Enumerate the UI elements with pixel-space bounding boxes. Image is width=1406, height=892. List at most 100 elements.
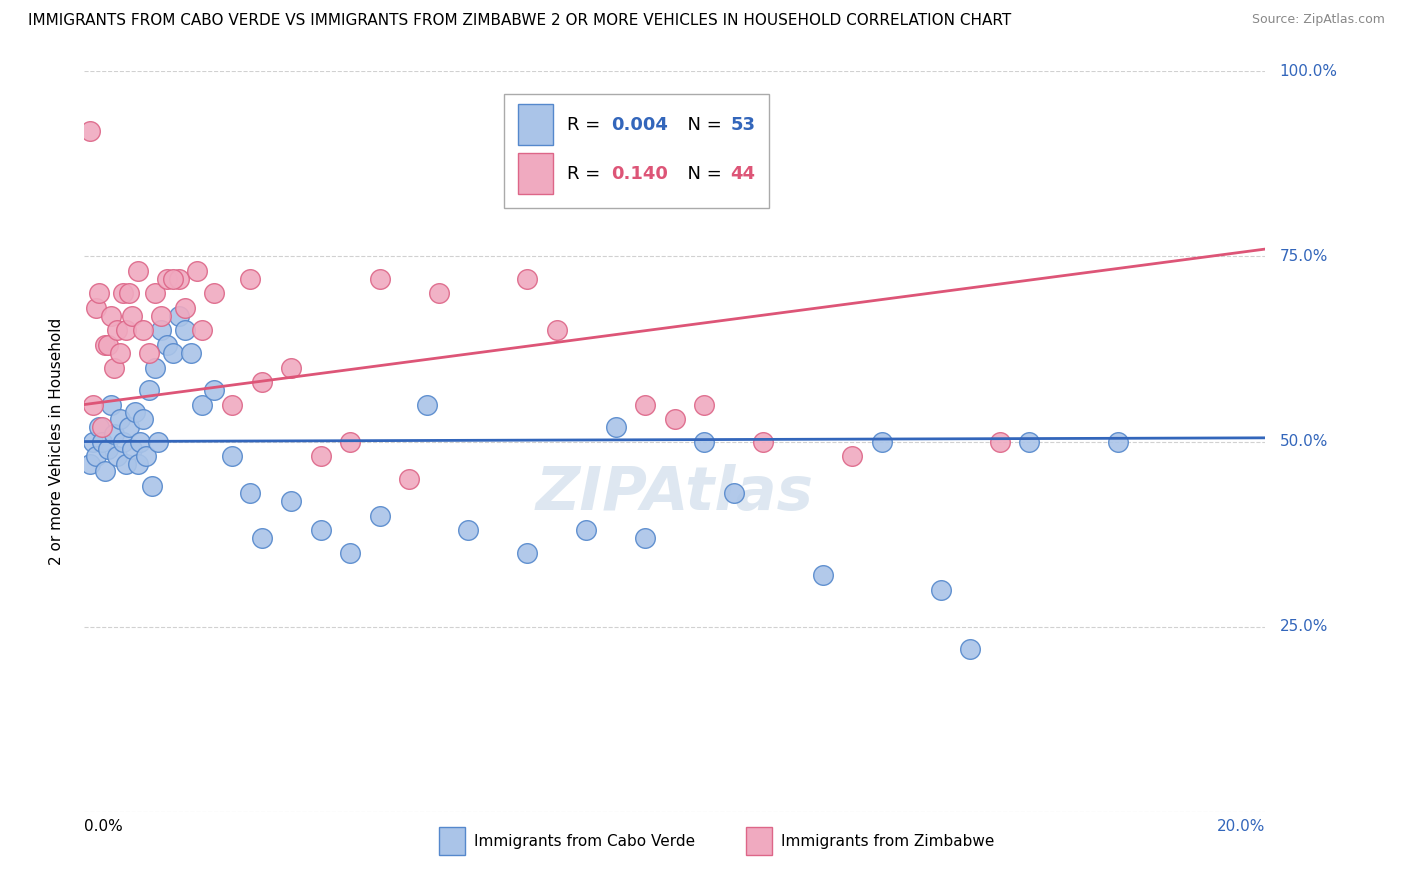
Point bbox=[250, 376, 273, 390]
Point bbox=[339, 546, 361, 560]
Point bbox=[148, 434, 170, 449]
Point bbox=[150, 324, 173, 338]
Point bbox=[929, 582, 952, 597]
Point bbox=[124, 405, 146, 419]
Text: ZIPAtlas: ZIPAtlas bbox=[536, 464, 814, 523]
Point bbox=[162, 271, 184, 285]
Point bbox=[100, 309, 122, 323]
Point bbox=[127, 264, 149, 278]
Point bbox=[138, 345, 160, 359]
FancyBboxPatch shape bbox=[517, 104, 553, 145]
Point bbox=[988, 434, 1011, 449]
Y-axis label: 2 or more Vehicles in Household: 2 or more Vehicles in Household bbox=[49, 318, 63, 566]
Point bbox=[87, 286, 111, 301]
Text: N =: N = bbox=[676, 116, 727, 134]
Point bbox=[132, 412, 155, 426]
Point bbox=[167, 309, 190, 323]
Point bbox=[105, 324, 128, 338]
Point bbox=[575, 524, 598, 538]
Point bbox=[143, 360, 166, 375]
Point bbox=[959, 641, 981, 656]
Point bbox=[87, 419, 111, 434]
Point bbox=[114, 324, 136, 338]
Point bbox=[94, 464, 117, 478]
Point bbox=[97, 442, 120, 456]
Point bbox=[634, 531, 657, 545]
Point bbox=[221, 398, 243, 412]
Point bbox=[111, 286, 134, 301]
Point bbox=[150, 309, 173, 323]
FancyBboxPatch shape bbox=[745, 827, 772, 855]
Point bbox=[1018, 434, 1040, 449]
Point bbox=[132, 324, 155, 338]
Point bbox=[191, 398, 214, 412]
Point bbox=[693, 434, 716, 449]
Point bbox=[138, 383, 160, 397]
Point bbox=[427, 286, 450, 301]
Point bbox=[121, 442, 143, 456]
Point bbox=[79, 123, 101, 137]
Point bbox=[280, 360, 302, 375]
Point bbox=[105, 450, 128, 464]
Point bbox=[664, 412, 686, 426]
Point bbox=[693, 398, 716, 412]
Point bbox=[167, 271, 190, 285]
Text: 53: 53 bbox=[730, 116, 755, 134]
Point bbox=[309, 524, 332, 538]
Point bbox=[91, 419, 114, 434]
Point bbox=[239, 271, 262, 285]
Point bbox=[84, 450, 107, 464]
Point bbox=[202, 383, 225, 397]
Text: 25.0%: 25.0% bbox=[1279, 619, 1327, 634]
Text: R =: R = bbox=[568, 164, 612, 183]
Point bbox=[811, 567, 834, 582]
FancyBboxPatch shape bbox=[503, 94, 769, 209]
Point bbox=[516, 546, 538, 560]
Point bbox=[723, 486, 745, 500]
Point bbox=[118, 419, 141, 434]
Point bbox=[111, 434, 134, 449]
Point bbox=[84, 301, 107, 316]
Point bbox=[221, 450, 243, 464]
Point bbox=[118, 286, 141, 301]
Text: 20.0%: 20.0% bbox=[1218, 819, 1265, 834]
Text: 50.0%: 50.0% bbox=[1279, 434, 1327, 449]
Point bbox=[752, 434, 775, 449]
Text: N =: N = bbox=[676, 164, 727, 183]
Point bbox=[250, 531, 273, 545]
Point bbox=[127, 457, 149, 471]
Point bbox=[82, 398, 104, 412]
Text: R =: R = bbox=[568, 116, 606, 134]
FancyBboxPatch shape bbox=[439, 827, 464, 855]
Text: 0.140: 0.140 bbox=[612, 164, 668, 183]
Point bbox=[82, 434, 104, 449]
Point bbox=[173, 301, 195, 316]
Point bbox=[100, 398, 122, 412]
Point bbox=[173, 324, 195, 338]
Point bbox=[143, 286, 166, 301]
Text: IMMIGRANTS FROM CABO VERDE VS IMMIGRANTS FROM ZIMBABWE 2 OR MORE VEHICLES IN HOU: IMMIGRANTS FROM CABO VERDE VS IMMIGRANTS… bbox=[28, 13, 1011, 29]
Point bbox=[339, 434, 361, 449]
Point bbox=[129, 434, 152, 449]
Point bbox=[97, 338, 120, 352]
Text: 44: 44 bbox=[730, 164, 755, 183]
FancyBboxPatch shape bbox=[517, 153, 553, 194]
Point bbox=[416, 398, 439, 412]
Point bbox=[180, 345, 202, 359]
Point bbox=[280, 493, 302, 508]
Text: 0.004: 0.004 bbox=[612, 116, 668, 134]
Point bbox=[162, 345, 184, 359]
Text: Immigrants from Zimbabwe: Immigrants from Zimbabwe bbox=[782, 834, 994, 849]
Point bbox=[135, 450, 157, 464]
Point bbox=[516, 271, 538, 285]
Point bbox=[841, 450, 863, 464]
Text: 0.0%: 0.0% bbox=[84, 819, 124, 834]
Point bbox=[114, 457, 136, 471]
Point bbox=[108, 412, 131, 426]
Point bbox=[605, 419, 627, 434]
Point bbox=[202, 286, 225, 301]
Point bbox=[156, 271, 179, 285]
Point bbox=[141, 479, 163, 493]
Point bbox=[368, 508, 391, 523]
Point bbox=[79, 457, 101, 471]
